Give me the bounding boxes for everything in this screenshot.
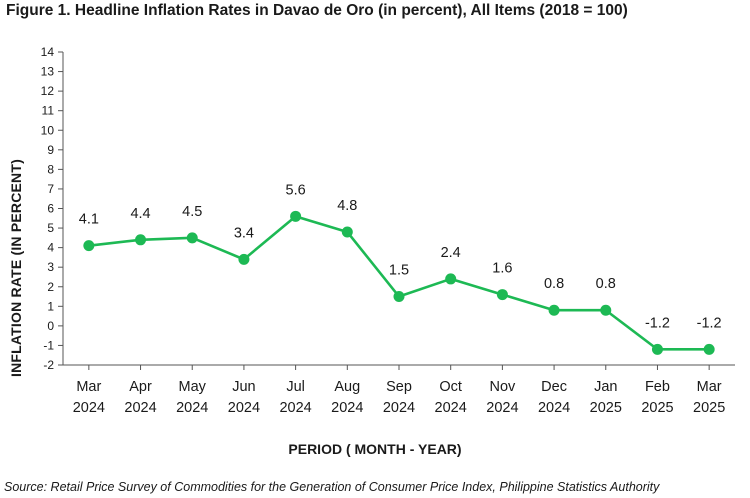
x-tick-label-month: Jan (594, 379, 617, 395)
data-label: 3.4 (234, 225, 254, 241)
x-tick-label-year: 2025 (590, 400, 622, 416)
x-tick-label-month: Mar (76, 379, 101, 395)
x-axis-title: PERIOD ( MONTH - YEAR) (288, 441, 462, 457)
data-point (135, 234, 147, 246)
x-tick-label-year: 2024 (73, 400, 105, 416)
y-tick-label: 1 (47, 299, 54, 313)
x-tick-label-year: 2024 (279, 400, 311, 416)
y-tick-label: 2 (47, 280, 54, 294)
y-tick-label: 14 (41, 45, 55, 59)
data-label: 4.1 (79, 212, 99, 228)
data-point (238, 253, 250, 265)
y-tick-label: 13 (41, 65, 55, 79)
x-tick-label-month: Nov (489, 379, 516, 395)
data-label: 2.4 (441, 245, 461, 261)
y-tick-label: 9 (47, 143, 54, 157)
x-tick-label-year: 2024 (228, 400, 260, 416)
data-point (600, 304, 612, 316)
data-label: 0.8 (596, 276, 616, 292)
y-tick-label: -1 (43, 338, 54, 352)
x-tick-label-month: Dec (541, 379, 567, 395)
data-label: 1.5 (389, 263, 409, 279)
series-points (83, 210, 715, 355)
data-label: 4.8 (337, 198, 357, 214)
y-tick-label: 10 (41, 123, 55, 137)
data-label: 5.6 (286, 182, 306, 198)
data-label: 1.6 (492, 261, 512, 277)
y-tick-label: 7 (47, 182, 54, 196)
data-point (290, 210, 302, 222)
x-tick-label-month: Sep (386, 379, 412, 395)
y-tick-label: 5 (47, 221, 54, 235)
y-tick-label: 0 (47, 319, 54, 333)
data-label: 4.4 (130, 206, 150, 222)
x-tick-label-month: Feb (645, 379, 670, 395)
x-tick-label-year: 2024 (331, 400, 363, 416)
data-point (703, 343, 715, 355)
data-point (186, 232, 198, 244)
data-point (445, 273, 457, 285)
data-point (83, 240, 95, 252)
y-tick-label: 4 (47, 241, 54, 255)
y-tick-label: 12 (41, 84, 55, 98)
data-label: 4.5 (182, 204, 202, 220)
x-tick-label-month: May (179, 379, 207, 395)
x-tick-label-year: 2024 (538, 400, 570, 416)
data-point (341, 226, 353, 238)
x-tick-label-month: Mar (697, 379, 722, 395)
y-tick-label: 11 (42, 104, 55, 118)
data-label: 0.8 (544, 276, 564, 292)
x-axis-ticks: Mar 2024 Apr 2024 May 2024 Jun 2024 Jul 2024 Aug 20… (73, 365, 725, 416)
data-point (548, 304, 560, 316)
data-point (496, 289, 508, 301)
y-tick-label: 6 (47, 202, 54, 216)
chart-title: Figure 1. Headline Inflation Rates in Da… (6, 2, 628, 19)
x-tick-label-year: 2024 (383, 400, 415, 416)
series-line (88, 215, 710, 351)
data-labels: 4.1 4.4 4.5 3.4 5.6 4.8 1.5 2.4 1.6 0.8 0.8 -1.2 -1.… (79, 182, 722, 331)
data-label: -1.2 (645, 315, 670, 331)
x-tick-label-year: 2025 (641, 400, 673, 416)
y-tick-label: -2 (43, 358, 54, 372)
x-tick-label-year: 2024 (176, 400, 208, 416)
y-axis-title: INFLATION RATE (IN PERCENT) (8, 159, 24, 377)
x-tick-label-month: Oct (439, 379, 462, 395)
data-point (393, 291, 405, 303)
x-tick-label-month: Jun (232, 379, 255, 395)
x-tick-label-year: 2024 (124, 400, 156, 416)
data-label: -1.2 (697, 315, 722, 331)
x-tick-label-year: 2024 (435, 400, 467, 416)
y-tick-label: 8 (47, 162, 54, 176)
x-tick-label-month: Aug (334, 379, 360, 395)
data-point (651, 343, 663, 355)
source-note: Source: Retail Price Survey of Commoditi… (4, 480, 660, 494)
x-tick-label-year: 2024 (486, 400, 518, 416)
series-line-path (88, 215, 710, 351)
x-tick-label-year: 2025 (693, 400, 725, 416)
axes (62, 52, 735, 366)
y-tick-label: 3 (47, 260, 54, 274)
x-tick-label-month: Jul (286, 379, 305, 395)
x-tick-label-month: Apr (129, 379, 152, 395)
